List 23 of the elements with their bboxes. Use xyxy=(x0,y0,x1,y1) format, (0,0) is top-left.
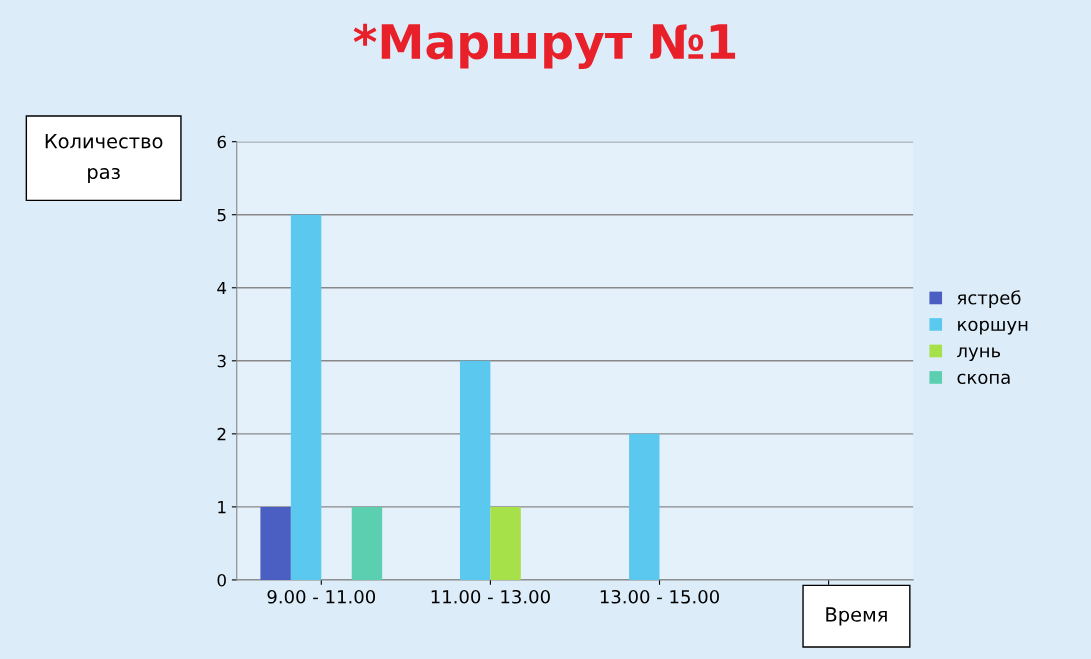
y-tick-label: 4 xyxy=(217,281,227,295)
y-tick-label: 1 xyxy=(218,501,226,514)
bar xyxy=(260,506,291,580)
bar xyxy=(490,506,521,580)
bar xyxy=(351,506,383,580)
bar xyxy=(629,433,660,580)
bar xyxy=(290,214,322,580)
legend-label: лунь xyxy=(957,347,1001,362)
y-tick-label: 2 xyxy=(217,427,226,441)
y-tick-label: 5 xyxy=(217,208,226,222)
x-tick-label: 9.00 - 11.00 xyxy=(267,589,376,604)
legend-label: ястреб xyxy=(957,290,1021,309)
y-axis-title: Количество раз xyxy=(45,134,163,183)
y-tick-label: 6 xyxy=(217,135,226,149)
y-tick-label: 0 xyxy=(217,573,226,587)
legend-label: скопа xyxy=(957,373,1010,385)
y-tick-label: 3 xyxy=(217,354,226,368)
x-tick-label: 13.00 - 15.00 xyxy=(600,589,719,604)
x-axis-title: Время xyxy=(826,607,887,626)
legend-label: коршун xyxy=(958,320,1028,335)
bar xyxy=(459,360,491,580)
x-tick-label: 11.00 - 13.00 xyxy=(431,589,550,604)
chart-title: *Маршрут №1 xyxy=(353,23,736,69)
